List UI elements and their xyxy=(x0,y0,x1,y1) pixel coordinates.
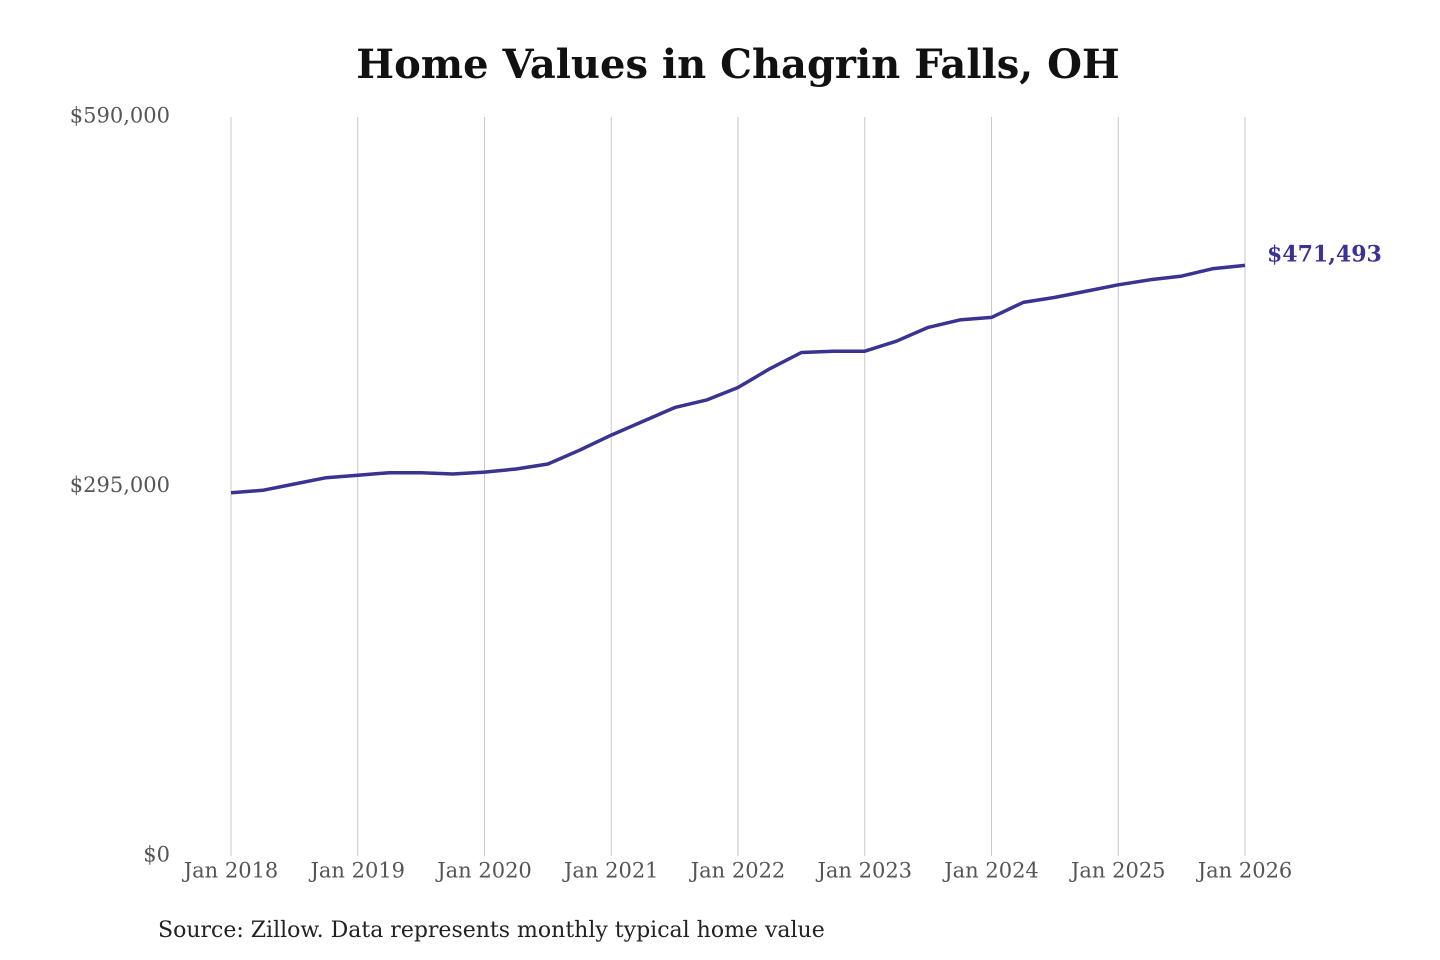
y-tick-label: $295,000 xyxy=(70,473,170,497)
x-tick-label: Jan 2020 xyxy=(435,859,532,883)
x-tick-label: Jan 2022 xyxy=(689,859,786,883)
x-tick-label: Jan 2024 xyxy=(942,859,1039,883)
x-tick-label: Jan 2021 xyxy=(562,859,659,883)
y-tick-label: $0 xyxy=(143,843,170,867)
x-tick-label: Jan 2018 xyxy=(182,859,279,883)
x-tick-label: Jan 2023 xyxy=(815,859,912,883)
data-line xyxy=(230,263,1246,495)
value-label: $471,493 xyxy=(1267,241,1382,267)
x-tick-label: Jan 2025 xyxy=(1069,859,1166,883)
chart-title: Home Values in Chagrin Falls, OH xyxy=(356,41,1119,88)
x-tick-label: Jan 2019 xyxy=(308,859,405,883)
source-note: Source: Zillow. Data represents monthly … xyxy=(158,918,825,943)
y-tick-label: $590,000 xyxy=(70,104,170,128)
x-tick-label: Jan 2026 xyxy=(1196,859,1293,883)
